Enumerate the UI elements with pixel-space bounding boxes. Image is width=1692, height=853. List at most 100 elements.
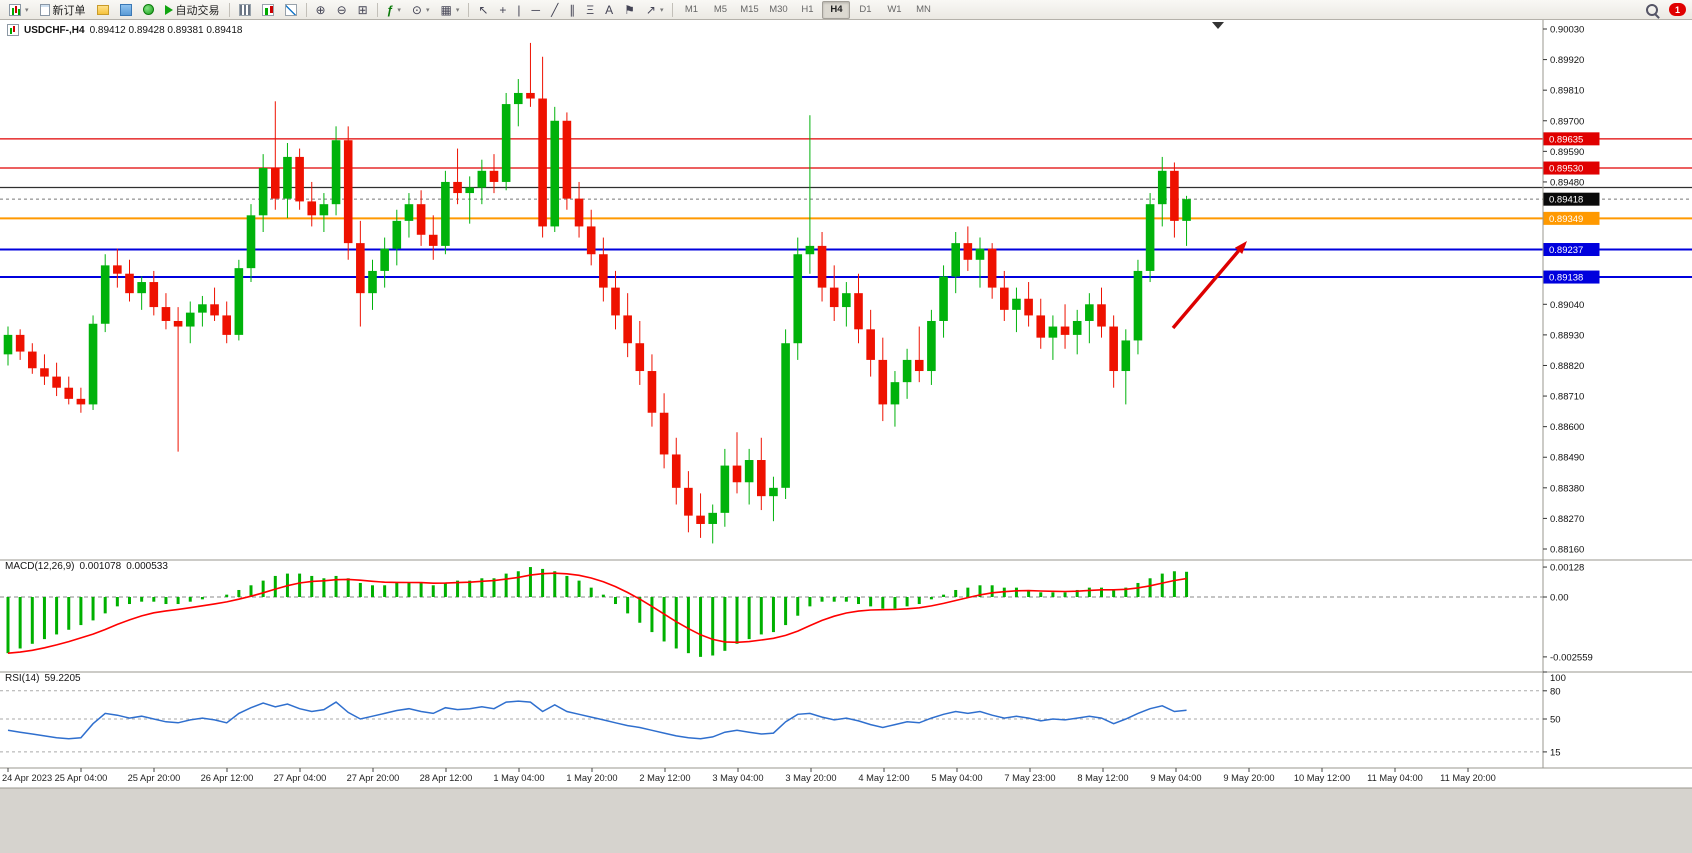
time-label[interactable]: 1 May 04:00	[493, 773, 544, 783]
candle-body	[781, 343, 790, 488]
timeframe-w1[interactable]: W1	[887, 4, 902, 15]
time-label[interactable]: 7 May 23:00	[1004, 773, 1055, 783]
price-axis-label[interactable]: 0.89810	[1550, 86, 1584, 97]
time-label[interactable]: 5 May 04:00	[931, 773, 982, 783]
candle-body	[28, 351, 37, 369]
periods-button[interactable]: ⊙ ▾	[407, 0, 435, 19]
time-label[interactable]: 26 Apr 12:00	[201, 773, 254, 783]
time-label[interactable]: 27 Apr 04:00	[274, 773, 327, 783]
candle-body	[854, 293, 863, 330]
candle-body	[258, 168, 268, 216]
arrow-annotation-head[interactable]	[1234, 241, 1247, 254]
time-label[interactable]: 11 May 20:00	[1440, 773, 1496, 783]
tile-windows-button[interactable]: ⊞	[353, 0, 373, 19]
candle-body	[586, 226, 596, 255]
candle-body	[100, 265, 110, 324]
new-chart-button[interactable]: ▾	[4, 0, 34, 19]
timeframe-d1[interactable]: D1	[859, 4, 872, 15]
timeframe-m5[interactable]: M5	[713, 4, 728, 15]
price-axis-label[interactable]: 0.88160	[1550, 545, 1584, 556]
fibonacci-tool-button[interactable]: Ξ	[581, 0, 599, 19]
bar-chart-button[interactable]	[234, 0, 256, 19]
timeframe-h1[interactable]: H1	[801, 4, 814, 15]
arrow-annotation[interactable]	[1171, 249, 1240, 330]
candle-body	[514, 92, 523, 105]
indicators-button[interactable]: ƒ ▾	[382, 0, 406, 19]
timeframe-m30[interactable]: M30	[769, 4, 788, 15]
crosshair-tool-button[interactable]: +	[494, 0, 511, 19]
timeframe-m15[interactable]: M15	[740, 4, 759, 15]
price-axis-label[interactable]: 0.89920	[1550, 55, 1584, 66]
chevron-down-icon: ▾	[425, 6, 430, 14]
candle-body	[696, 515, 705, 524]
new-order-button[interactable]: 新订单	[35, 0, 91, 19]
time-label[interactable]: 4 May 12:00	[858, 773, 909, 783]
time-label[interactable]: 25 Apr 20:00	[128, 773, 181, 783]
arrows-tool-button[interactable]: ↗ ▾	[641, 0, 669, 19]
time-label[interactable]: 28 Apr 12:00	[420, 773, 473, 783]
price-axis-label[interactable]: 0.90030	[1550, 25, 1584, 36]
price-axis-label[interactable]: 0.88930	[1550, 330, 1584, 341]
template-icon: ▦	[440, 2, 452, 17]
candle-body	[1182, 199, 1191, 221]
data-window-button[interactable]	[115, 0, 137, 19]
cursor-tool-button[interactable]: ↖	[473, 0, 493, 19]
price-badge	[1543, 192, 1600, 206]
time-label[interactable]: 8 May 12:00	[1077, 773, 1128, 783]
time-label[interactable]: 24 Apr 2023	[2, 773, 52, 783]
time-label[interactable]: 27 Apr 20:00	[347, 773, 400, 783]
price-axis-label[interactable]: 0.89700	[1550, 116, 1584, 127]
chart-shift-marker[interactable]	[1212, 22, 1224, 29]
line-chart-icon	[284, 3, 297, 16]
candle-body	[3, 334, 13, 355]
candle-body	[939, 276, 948, 321]
auto-trading-button[interactable]: 自动交易	[160, 0, 225, 19]
candlestick-chart-button[interactable]	[257, 0, 279, 19]
price-axis-label[interactable]: 0.89480	[1550, 177, 1584, 188]
navigator-button[interactable]	[138, 0, 159, 19]
notification-badge[interactable]: 1	[1669, 3, 1686, 16]
profiles-button[interactable]	[92, 0, 114, 19]
time-label[interactable]: 9 May 04:00	[1150, 773, 1201, 783]
time-label[interactable]: 3 May 20:00	[785, 773, 836, 783]
time-label[interactable]: 11 May 04:00	[1367, 773, 1423, 783]
time-label[interactable]: 2 May 12:00	[639, 773, 690, 783]
candle-body	[757, 460, 766, 497]
line-chart-button[interactable]	[280, 0, 302, 19]
price-axis-label[interactable]: 0.88490	[1550, 453, 1584, 464]
time-label[interactable]: 9 May 20:00	[1223, 773, 1274, 783]
price-badge-label: 0.89418	[1549, 195, 1583, 206]
trendline-tool-button[interactable]: ╱	[546, 0, 563, 19]
channel-tool-button[interactable]: ∥	[564, 0, 580, 19]
horizontal-line-tool-button[interactable]: ─	[527, 0, 546, 19]
price-axis-label[interactable]: 0.88380	[1550, 483, 1584, 494]
zoom-out-button[interactable]: ⊖	[332, 0, 352, 19]
price-axis-label[interactable]: 0.88710	[1550, 392, 1584, 403]
price-axis-label[interactable]: 0.89040	[1550, 300, 1584, 311]
price-badge-label: 0.89237	[1549, 245, 1583, 256]
timeframe-h4[interactable]: H4	[822, 0, 851, 19]
price-axis-label[interactable]: 0.89590	[1550, 147, 1584, 158]
chart-background[interactable]	[0, 20, 1692, 788]
price-axis-label[interactable]: 0.88270	[1550, 514, 1584, 525]
zoom-in-button[interactable]: ⊕	[311, 0, 331, 19]
candle-body	[416, 204, 426, 235]
timeframe-m1[interactable]: M1	[684, 4, 699, 15]
time-label[interactable]: 10 May 12:00	[1294, 773, 1350, 783]
chart-area[interactable]: 0.90030 0.89920 0.89810 0.89700 0.89590 0.894…	[0, 20, 1692, 853]
price-badge	[1543, 270, 1600, 284]
candle-body	[866, 329, 875, 360]
search-button[interactable]	[1641, 0, 1663, 19]
time-label[interactable]: 3 May 04:00	[712, 773, 763, 783]
time-label[interactable]: 25 Apr 04:00	[55, 773, 108, 783]
price-axis-label[interactable]: 0.88600	[1550, 422, 1584, 433]
templates-button[interactable]: ▦ ▾	[435, 0, 464, 19]
vertical-line-tool-button[interactable]: |	[512, 0, 525, 19]
timeframe-mn[interactable]: MN	[916, 4, 931, 15]
candle-body	[659, 412, 669, 455]
label-tool-button[interactable]: ⚑	[619, 0, 640, 19]
time-label[interactable]: 1 May 20:00	[566, 773, 617, 783]
text-tool-button[interactable]: A	[600, 0, 618, 19]
candle-body	[173, 320, 183, 327]
price-axis-label[interactable]: 0.88820	[1550, 361, 1584, 372]
